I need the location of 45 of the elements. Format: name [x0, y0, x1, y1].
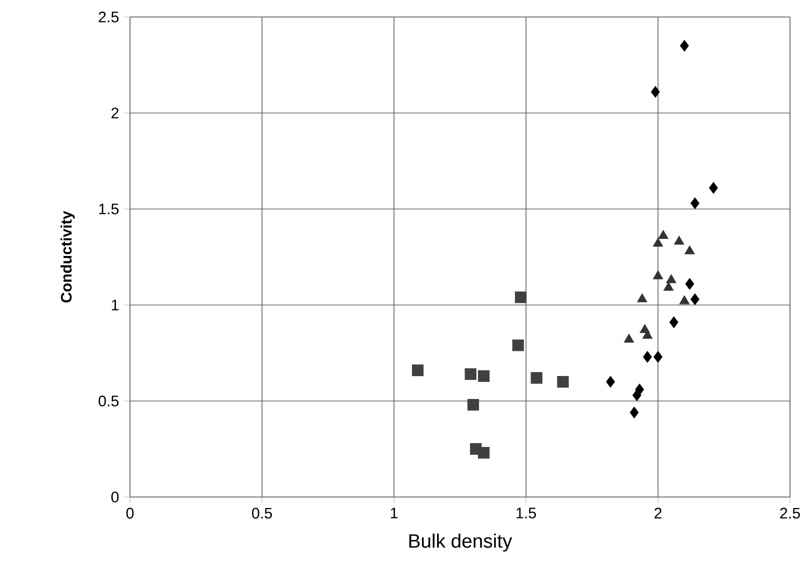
point — [709, 182, 718, 194]
y-tick-label: 1.5 — [99, 204, 119, 214]
point — [464, 368, 476, 380]
y-tick-label: 0.5 — [98, 396, 119, 406]
point — [650, 86, 660, 98]
point — [652, 270, 664, 280]
x-tick-label: 0.5 — [252, 508, 272, 519]
point — [412, 364, 424, 376]
point — [478, 370, 490, 382]
point — [467, 399, 480, 411]
point — [624, 334, 634, 343]
y-axis-title: Conductivity — [60, 210, 75, 302]
point — [652, 238, 664, 247]
point — [663, 282, 674, 291]
point — [654, 351, 662, 363]
x-tick-label: 1.5 — [516, 508, 536, 518]
point — [669, 316, 678, 328]
point — [674, 236, 684, 245]
point — [666, 274, 676, 284]
point — [557, 376, 569, 388]
x-tick-label: 0 — [126, 508, 134, 519]
point — [478, 447, 490, 459]
point — [679, 295, 690, 304]
point — [643, 351, 652, 363]
point — [680, 40, 689, 52]
y-tick-label: 0 — [111, 492, 119, 502]
point — [690, 293, 700, 306]
y-tick-label: 2 — [112, 108, 118, 118]
point — [606, 376, 615, 388]
y-tick-label: 1 — [112, 300, 118, 310]
y-tick-label: 2.5 — [98, 12, 119, 22]
point — [637, 293, 648, 302]
x-tick-label: 2.5 — [780, 508, 800, 519]
point — [690, 197, 700, 210]
point — [658, 230, 668, 239]
point — [512, 340, 524, 352]
point — [632, 389, 642, 402]
point — [685, 278, 694, 290]
point — [530, 372, 542, 384]
x-tick-label: 2 — [654, 508, 662, 518]
x-tick-label: 1 — [390, 508, 398, 518]
x-axis-title: Bulk density — [409, 534, 512, 552]
point — [514, 292, 527, 304]
point — [630, 406, 639, 418]
point — [684, 245, 695, 254]
